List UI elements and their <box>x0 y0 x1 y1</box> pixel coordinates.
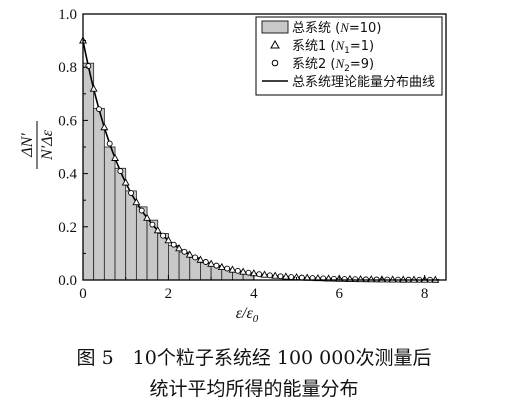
legend-label-theory-curve: 总系统理论能量分布曲线 <box>292 75 435 90</box>
system1-triangle-marker <box>228 265 237 273</box>
system2-circle-marker <box>213 262 220 269</box>
system2-circle-marker <box>266 272 273 279</box>
system2-circle-marker <box>288 274 295 280</box>
system2-circle-marker <box>234 267 241 274</box>
system2-circle-marker <box>352 276 359 283</box>
system2-circle-marker <box>85 63 92 70</box>
system1-triangle-marker <box>111 153 119 161</box>
histogram-bar <box>82 62 95 281</box>
system1-triangle-marker <box>143 213 152 221</box>
x-axis-label: ε/ε0 <box>236 305 259 325</box>
system2-circle-marker <box>341 276 348 282</box>
legend-circle-marker-icon <box>271 59 279 67</box>
system2-circle-marker <box>181 248 188 255</box>
system2-circle-marker <box>160 232 167 239</box>
y-tick-label: 0.0 <box>58 273 77 289</box>
system2-circle-marker <box>96 106 102 113</box>
axis-ticks: 0 2 4 6 8 0.0 0.2 0.4 0.6 0.8 1.0 <box>58 7 428 302</box>
x-tick-label: 0 <box>79 286 87 302</box>
system2-circle-marker <box>138 207 145 214</box>
system1-triangle-marker <box>313 273 322 282</box>
system1-triangle-marker <box>399 275 408 283</box>
system1-triangle-marker <box>196 255 205 263</box>
x-tick-label: 8 <box>421 286 429 302</box>
system1-triangle-marker <box>260 270 269 278</box>
y-axis-label-denominator: N′Δε <box>39 129 56 161</box>
y-tick-label: 0.6 <box>58 113 77 129</box>
system2-circle-marker <box>106 140 113 147</box>
legend-label-system2: 系统2 (N2=9) <box>292 56 374 74</box>
system2-circle-marker <box>256 271 263 278</box>
system2-circle-marker <box>245 269 252 276</box>
histogram-bars <box>82 62 255 281</box>
y-tick-label: 0.8 <box>58 60 77 76</box>
system2-circle-marker <box>170 241 177 248</box>
system2-circle-marker <box>202 259 209 265</box>
system1-triangle-marker <box>281 272 290 280</box>
system1-triangle-marker <box>239 267 248 275</box>
y-tick-label: 1.0 <box>58 7 77 23</box>
system2-circle-marker <box>192 254 199 261</box>
system1-triangle-marker <box>175 244 184 252</box>
x-tick-label: 2 <box>165 286 173 302</box>
system1-triangle-marker <box>121 178 130 186</box>
figure-caption-line1: 图 5 10个粒子系统经 100 000次测量后 <box>76 347 432 369</box>
legend: 总系统 (N=10) 系统1 (N1=1) 系统2 (N2=9) 总系统理论能量… <box>255 16 443 96</box>
y-axis-label: ΔN′ N′Δε <box>19 121 56 169</box>
y-tick-label: 0.2 <box>58 220 77 236</box>
system1-triangle-marker <box>410 275 418 283</box>
system1-triangle-marker <box>271 271 280 279</box>
histogram-bar <box>103 146 116 281</box>
system2-circle-marker <box>277 273 284 280</box>
system1-triangle-marker <box>89 84 98 92</box>
y-axis-label-numerator: ΔN′ <box>19 133 36 158</box>
legend-triangle-marker-icon <box>270 39 280 49</box>
system2-circle-marker <box>224 265 231 272</box>
system1-triangle-marker <box>207 259 216 267</box>
x-tick-label: 6 <box>335 286 343 302</box>
histogram-bar <box>93 108 105 281</box>
system1-triangle-marker <box>164 236 173 244</box>
system1-triangle-marker <box>217 262 226 271</box>
system2-circle-marker <box>117 168 124 175</box>
legend-swatch-total-system <box>261 20 289 34</box>
system1-triangle-marker <box>100 123 109 131</box>
system1-triangle-marker <box>185 250 194 258</box>
figure-caption-line2: 统计平均所得的能量分布 <box>149 378 359 400</box>
legend-label-system1: 系统1 (N1=1) <box>292 38 374 56</box>
legend-label-total-system: 总系统 (N=10) <box>292 20 381 36</box>
system2-circle-marker <box>149 221 156 228</box>
system1-triangle-marker <box>132 197 141 206</box>
system1-triangle-marker <box>153 226 162 234</box>
x-tick-label: 4 <box>250 286 258 302</box>
system2-circle-marker <box>128 190 134 196</box>
y-tick-label: 0.4 <box>58 167 77 183</box>
